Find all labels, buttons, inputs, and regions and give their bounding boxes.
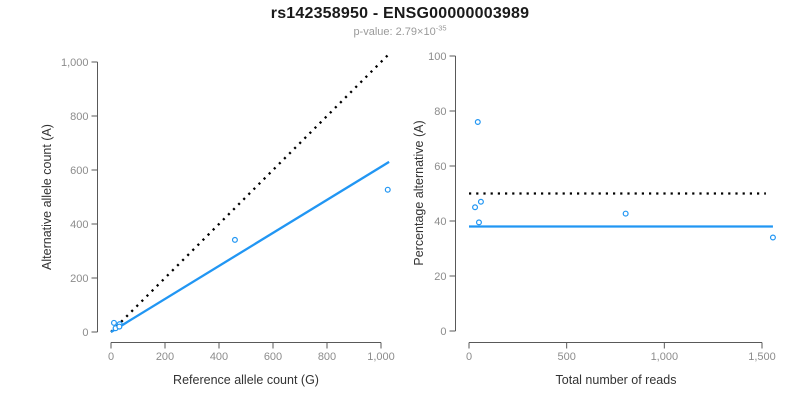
data-point (472, 204, 479, 211)
y-tick-label: 600 (70, 165, 88, 177)
y-tick-label: 60 (434, 161, 446, 173)
y-tick-label: 0 (440, 326, 446, 338)
y-tick-label: 400 (70, 219, 88, 231)
identity-line (110, 54, 389, 333)
pvalue-subtitle: p-value: 2.79×10-35 (0, 23, 800, 38)
y-tick-label: 20 (434, 271, 446, 283)
data-point (231, 236, 238, 243)
data-point (475, 219, 482, 226)
pvalue-exponent: -35 (435, 23, 447, 33)
x-tick-label: 800 (318, 351, 336, 363)
y-tick-label: 200 (70, 273, 88, 285)
data-point (474, 118, 481, 125)
y-tick-label: 0 (82, 327, 88, 339)
x-tick-label: 1,000 (367, 351, 395, 363)
y-tick-label: 80 (434, 106, 446, 118)
x-tick-label: 400 (210, 351, 228, 363)
x-axis-title: Total number of reads (556, 373, 677, 387)
data-point (116, 323, 123, 330)
x-tick-label: 200 (156, 351, 174, 363)
x-tick-label: 0 (466, 351, 472, 363)
y-tick-label: 800 (70, 111, 88, 123)
y-axis-title: Percentage alternative (A) (412, 120, 426, 265)
data-point (477, 198, 484, 205)
allele-counts-scatter: 0 200 400 600 800 1,000 0 200 400 600 800 1,000 Alte… (40, 54, 395, 387)
pvalue-text: p-value: 2.79×10 (353, 26, 436, 38)
percentage-vs-reads-scatter: 0 20 40 60 80 100 0 500 1,000 1,500 Percentage alt… (412, 51, 776, 387)
x-tick-label: 600 (264, 351, 282, 363)
y-tick-label: 100 (428, 51, 446, 63)
data-point (384, 186, 391, 193)
data-point (622, 210, 629, 217)
x-axis-title: Reference allele count (G) (173, 373, 319, 387)
x-tick-label: 500 (557, 351, 575, 363)
data-point (110, 319, 117, 326)
fit-line (110, 160, 390, 333)
data-point (769, 234, 776, 241)
y-tick-label: 1,000 (61, 57, 89, 69)
y-tick-label: 40 (434, 216, 446, 228)
figure-title: rs142358950 - ENSG00000003989 (270, 5, 530, 22)
x-tick-label: 1,500 (748, 351, 776, 363)
x-tick-label: 1,000 (651, 351, 679, 363)
x-tick-label: 0 (108, 351, 114, 363)
y-axis-title: Alternative allele count (A) (40, 124, 54, 270)
